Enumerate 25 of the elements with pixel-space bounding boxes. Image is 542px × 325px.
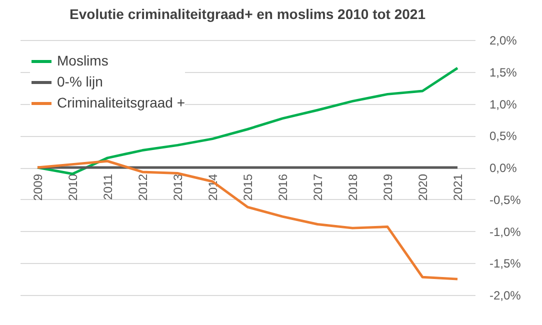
x-tick-label: 2017 [311, 174, 325, 201]
x-tick-label: 2021 [451, 174, 465, 201]
x-tick-label: 2015 [241, 174, 255, 201]
x-tick-label: 2018 [346, 174, 360, 201]
y-tick-label: -2,0% [490, 288, 522, 302]
legend-label: Moslims [57, 52, 108, 68]
y-tick-label: 1,5% [490, 65, 518, 80]
x-tick-label: 2010 [66, 174, 80, 201]
chart-title: Evolutie criminaliteitgraad+ en moslims 2010 tot 2021 [70, 6, 426, 22]
y-tick-label: -1,5% [490, 256, 522, 271]
y-tick-label: 1,0% [490, 97, 518, 112]
y-tick-label: 0,0% [490, 161, 518, 175]
x-tick-label: 2019 [381, 174, 395, 201]
x-tick-label: 2011 [101, 174, 115, 200]
y-tick-label: -0,5% [490, 192, 522, 207]
x-tick-label: 2016 [276, 174, 290, 201]
y-tick-label: 0,5% [490, 129, 518, 144]
x-tick-label: 2012 [136, 174, 150, 201]
legend-label: 0-% lijn [57, 74, 103, 90]
x-tick-label: 2009 [31, 174, 45, 201]
x-tick-label: 2020 [416, 174, 430, 201]
x-tick-label: 2013 [171, 174, 185, 201]
y-tick-label: -1,0% [490, 224, 522, 239]
legend-label: Criminaliteitsgraad + [57, 94, 185, 110]
y-tick-label: 2,0% [490, 34, 518, 48]
